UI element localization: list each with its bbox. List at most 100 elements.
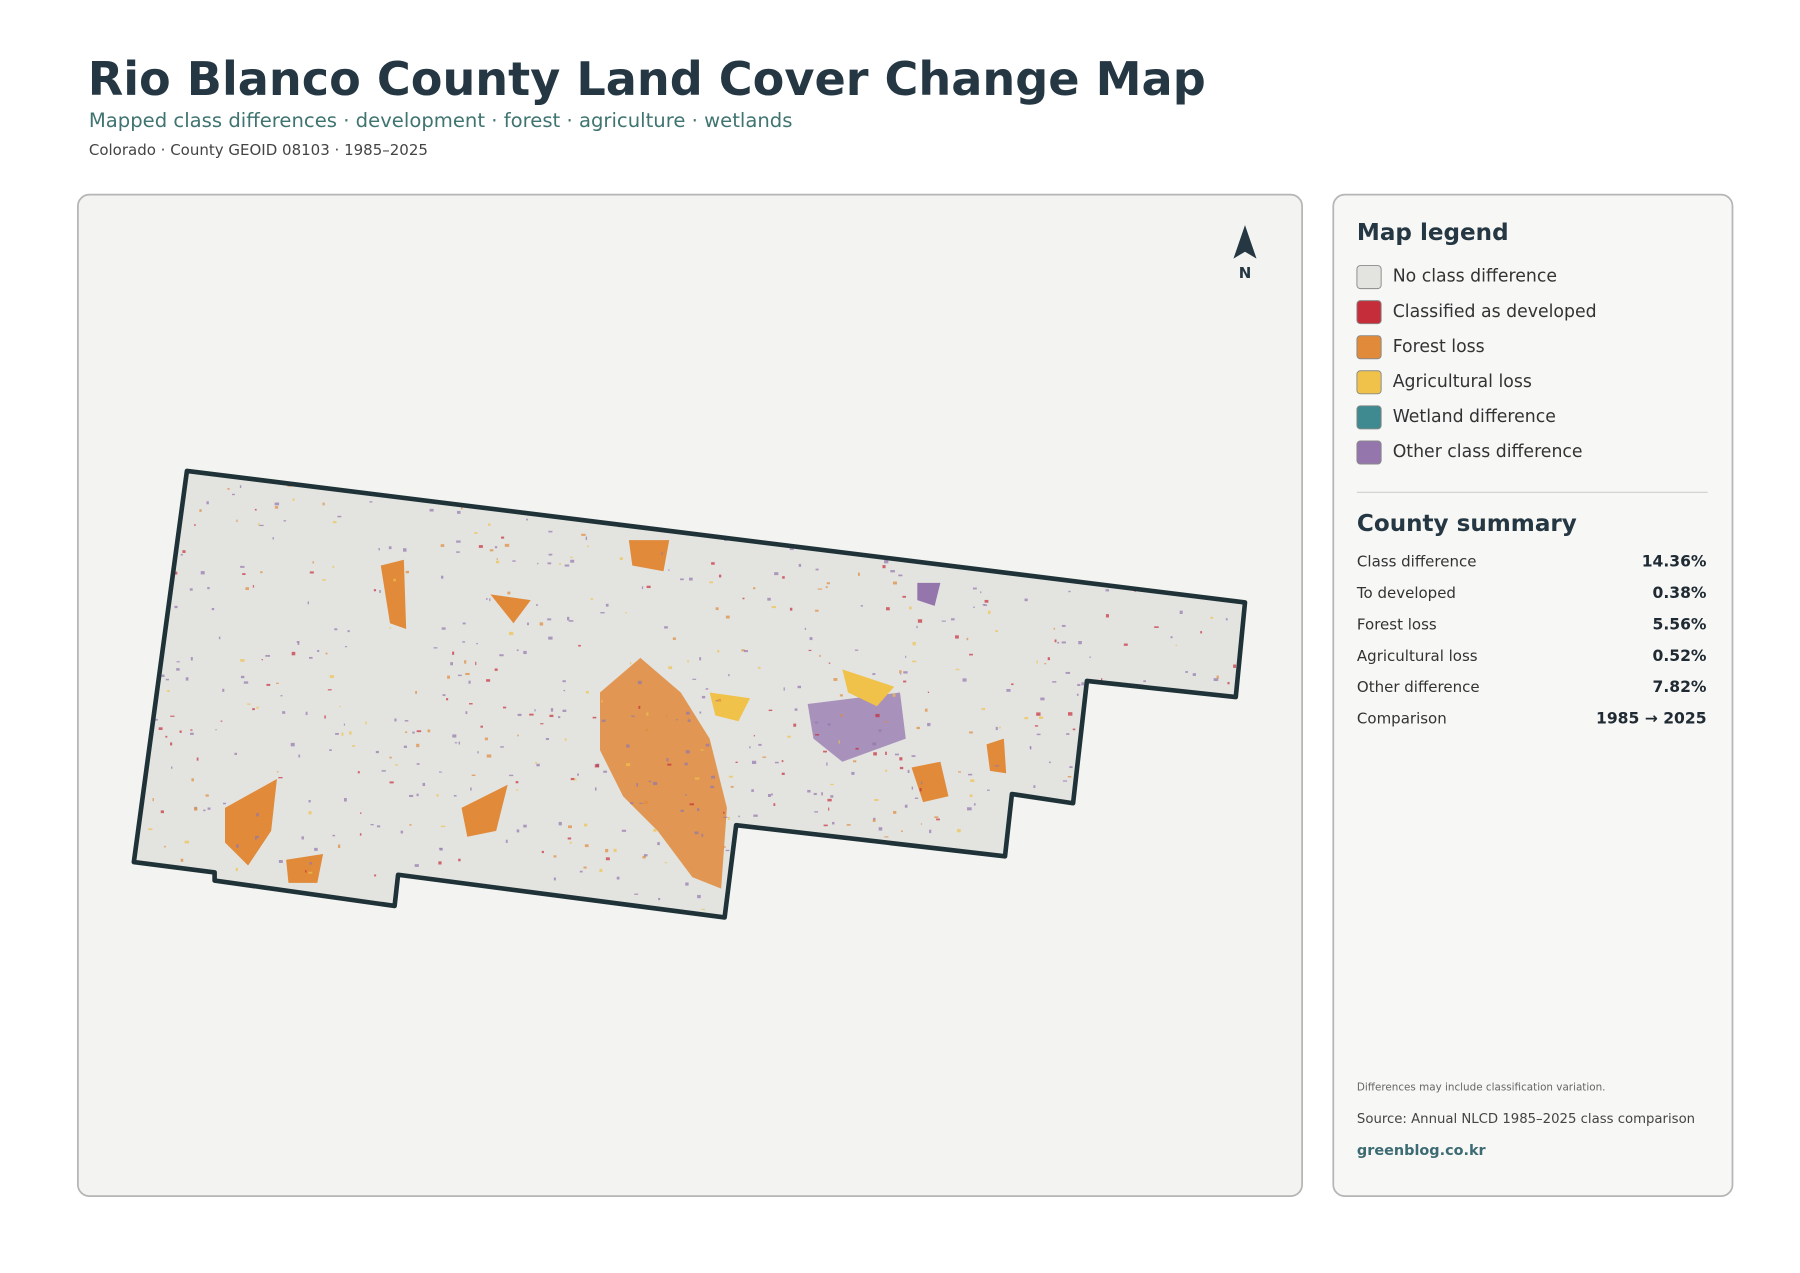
site-link[interactable]: greenblog.co.kr bbox=[1357, 1143, 1487, 1159]
speckle bbox=[563, 689, 566, 692]
speckle bbox=[873, 817, 876, 821]
speckle bbox=[995, 630, 998, 632]
speckle bbox=[452, 651, 455, 655]
speckle bbox=[308, 871, 313, 874]
speckle bbox=[245, 587, 249, 590]
speckle bbox=[968, 773, 973, 776]
speckle bbox=[475, 661, 477, 666]
speckle bbox=[685, 794, 687, 796]
speckle bbox=[373, 589, 377, 592]
speckle bbox=[553, 877, 556, 881]
speckle bbox=[689, 577, 693, 581]
speckle bbox=[548, 530, 553, 533]
speckle bbox=[899, 757, 903, 761]
speckle bbox=[194, 807, 198, 811]
speckle bbox=[215, 729, 217, 731]
speckle bbox=[753, 814, 758, 817]
speckle bbox=[247, 703, 251, 705]
speckle bbox=[446, 698, 449, 701]
speckle bbox=[700, 749, 704, 751]
speckle bbox=[470, 787, 472, 791]
speckle bbox=[508, 631, 514, 636]
speckle bbox=[196, 757, 199, 761]
speckle bbox=[152, 798, 154, 802]
speckle bbox=[664, 626, 668, 629]
speckle bbox=[833, 678, 838, 681]
speckle bbox=[886, 607, 890, 611]
speckle bbox=[1065, 671, 1071, 674]
speckle bbox=[988, 610, 991, 614]
speckle bbox=[559, 562, 561, 566]
speckle bbox=[403, 548, 407, 552]
speckle bbox=[664, 861, 667, 864]
speckle bbox=[234, 752, 237, 755]
speckle bbox=[630, 662, 632, 665]
speckle bbox=[381, 770, 386, 772]
speckle bbox=[388, 546, 392, 550]
speckle bbox=[309, 862, 313, 865]
speckle bbox=[154, 718, 158, 721]
speckle bbox=[494, 546, 498, 549]
speckle bbox=[415, 690, 417, 694]
speckle bbox=[453, 795, 457, 797]
speckle bbox=[1038, 716, 1044, 719]
speckle bbox=[773, 803, 776, 806]
speckle bbox=[327, 689, 332, 691]
speckle bbox=[469, 703, 473, 705]
speckle bbox=[347, 630, 350, 633]
speckle bbox=[206, 501, 209, 505]
speckle bbox=[1225, 618, 1228, 621]
speckle bbox=[222, 802, 227, 805]
speckle bbox=[158, 727, 163, 730]
speckle bbox=[826, 762, 828, 766]
speckle bbox=[180, 858, 184, 862]
speckle bbox=[903, 671, 908, 674]
speckle bbox=[1047, 657, 1050, 661]
speckle bbox=[771, 793, 773, 796]
speckle bbox=[955, 635, 959, 639]
speckle bbox=[643, 800, 649, 805]
speckle bbox=[893, 810, 897, 814]
speckle bbox=[333, 521, 337, 524]
speckle bbox=[599, 868, 603, 873]
speckle bbox=[728, 775, 733, 778]
speckle bbox=[768, 709, 773, 712]
speckle bbox=[501, 536, 505, 539]
speckle bbox=[456, 551, 460, 553]
speckle bbox=[218, 636, 221, 640]
speckle bbox=[914, 797, 919, 799]
speckle bbox=[405, 731, 408, 733]
other-diff-patch bbox=[807, 692, 906, 762]
speckle bbox=[875, 713, 880, 718]
speckle bbox=[912, 642, 916, 646]
speckle bbox=[305, 870, 307, 873]
speckle bbox=[220, 720, 223, 722]
speckle bbox=[1213, 678, 1219, 682]
speckle bbox=[774, 761, 779, 764]
speckle bbox=[955, 668, 960, 671]
speckle bbox=[165, 735, 168, 738]
speckle bbox=[540, 723, 544, 725]
speckle bbox=[547, 562, 552, 565]
speckle bbox=[830, 795, 834, 798]
speckle bbox=[872, 742, 877, 746]
speckle bbox=[427, 729, 431, 733]
speckle bbox=[853, 760, 857, 763]
speckle bbox=[579, 870, 583, 873]
speckle bbox=[486, 597, 488, 600]
speckle bbox=[626, 763, 631, 767]
speckle bbox=[1078, 641, 1082, 645]
speckle bbox=[701, 908, 705, 910]
speckle bbox=[1024, 717, 1029, 720]
speckle bbox=[305, 711, 308, 716]
speckle bbox=[634, 893, 639, 895]
speckle bbox=[680, 578, 684, 581]
speckle bbox=[211, 608, 215, 611]
speckle bbox=[819, 654, 821, 657]
speckle bbox=[569, 841, 572, 844]
speckle bbox=[638, 705, 641, 709]
speckle bbox=[324, 715, 326, 719]
speckle bbox=[646, 585, 651, 589]
speckle bbox=[821, 792, 823, 796]
speckle bbox=[636, 783, 639, 787]
